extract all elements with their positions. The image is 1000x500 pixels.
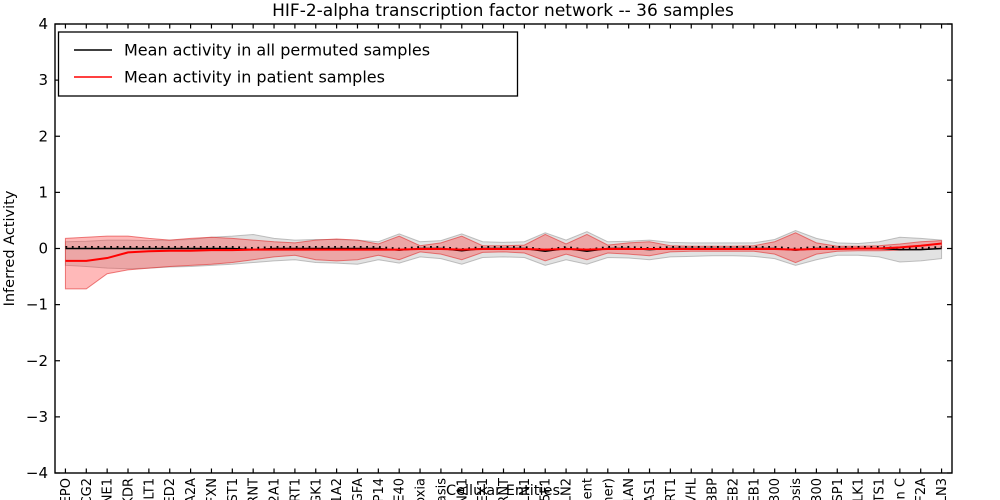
x-axis-label: Cellular Entities — [446, 483, 560, 499]
x-tick-label: SLC11A2 — [330, 478, 345, 500]
x-tick-label: SLC2A1 — [268, 478, 283, 500]
series-lines — [65, 242, 942, 262]
x-tick-label: EFNA1 — [455, 478, 470, 500]
x-tick-label: BHLHE40 — [393, 478, 408, 500]
x-tick-label: germ cell development — [580, 478, 595, 500]
x-tick-label: TWIST1 — [226, 478, 241, 500]
y-tick-labels: −4 −3 −2 −1 0 1 2 3 4 — [26, 15, 48, 482]
legend-label-patient: Mean activity in patient samples — [124, 68, 385, 87]
x-tick-label: ABCG2 — [80, 478, 95, 500]
x-tick-label: SERPINE1 — [101, 478, 116, 500]
y-tick-label: 1 — [38, 183, 48, 201]
x-tick-label: SIRT1 — [664, 478, 679, 500]
y-axis-label: Inferred Activity — [2, 190, 18, 306]
x-tick-label: EGLN2 — [560, 478, 575, 500]
x-tick-label: FXN — [205, 478, 220, 500]
y-tick-label: −3 — [26, 408, 48, 426]
x-tick-label: EPAS1 — [643, 478, 658, 500]
x-tick-label: EPO — [59, 478, 74, 500]
x-tick-label: ELK1 — [852, 478, 867, 500]
legend-box — [57, 31, 519, 97]
x-tick-label: oxygen homeostasis — [434, 478, 449, 500]
x-tick-label: VHL/Elongin B/Elongin C — [893, 478, 908, 500]
x-tick-label: PGK1 — [309, 478, 324, 500]
x-tick-label: TCEB2 — [726, 478, 741, 500]
x-tick-label: FIH (dimer) — [601, 478, 616, 500]
x-tick-label: VEGFA — [351, 478, 366, 500]
x-tick-label: POU5F1 — [539, 478, 554, 500]
legend-label-permuted: Mean activity in all permuted samples — [124, 41, 430, 60]
x-tick-label: EP300 — [768, 478, 783, 500]
x-tick-label: CREBBP — [706, 478, 721, 500]
axis-ticks — [55, 23, 952, 474]
x-tick-label: HIF2A/ARNT/Cbp/p300 — [810, 478, 825, 500]
x-tick-label: HIF2A/ARNT/SIRT1 — [288, 478, 303, 500]
x-tick-label: FLT1 — [142, 478, 157, 500]
x-tick-label: ADORA2A — [184, 478, 199, 500]
x-tick-label: neuron apoptosis — [789, 478, 804, 500]
x-tick-label: APEX1 — [476, 478, 491, 500]
patient-mean-line — [65, 242, 942, 262]
x-tick-label: response to hypoxia — [414, 478, 429, 500]
x-tick-label: MMP14 — [372, 478, 387, 500]
x-tick-label: VHL — [685, 477, 700, 500]
y-tick-label: −4 — [26, 464, 48, 482]
chart-title: HIF-2-alpha transcription factor network… — [272, 1, 734, 21]
x-tick-labels: EPO ABCG2 SERPINE1 KDR FLT1 CITED2 ADORA2A FXN T… — [59, 477, 950, 500]
x-tick-label: VHL/Elongin B/Elongin C/HIF2A — [914, 478, 929, 500]
legend: Mean activity in all permuted samples Me… — [57, 31, 519, 97]
x-tick-label: KDR — [122, 478, 137, 500]
x-tick-label: HIF1AN — [622, 478, 637, 500]
y-tick-label: −2 — [26, 352, 48, 370]
x-tick-label: ETS1 — [872, 478, 887, 500]
x-tick-label: ARNT — [497, 478, 512, 500]
y-tick-label: 4 — [38, 15, 48, 33]
x-tick-label: EGLN3 — [935, 478, 950, 500]
x-tick-label: TCEB1 — [747, 478, 762, 500]
x-tick-label: SP1 — [831, 478, 846, 500]
y-tick-label: 3 — [38, 71, 48, 89]
x-tick-label: HIF2A/ARNT — [247, 478, 262, 500]
x-tick-label: EGLN1 — [518, 478, 533, 500]
y-tick-label: 2 — [38, 127, 48, 145]
y-tick-label: 0 — [38, 240, 48, 258]
y-tick-label: −1 — [26, 296, 48, 314]
x-tick-label: CITED2 — [163, 478, 178, 500]
